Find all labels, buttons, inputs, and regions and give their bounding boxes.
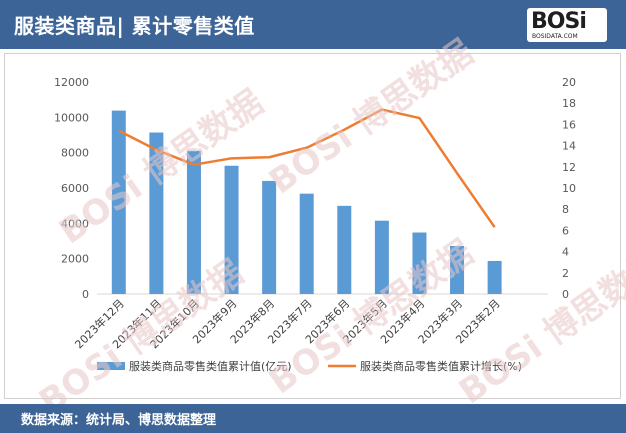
y-right-tick-label: 14 (562, 140, 576, 153)
y-left-tick-label: 8000 (61, 147, 89, 160)
y-left-tick-label: 2000 (61, 253, 89, 266)
y-right-tick-label: 16 (562, 118, 576, 131)
data-source-note: 数据来源：统计局、博思数据整理 (21, 413, 217, 428)
y-right-tick-label: 4 (562, 246, 569, 259)
y-left-tick-label: 6000 (61, 182, 89, 195)
footer-bar: 数据来源：统计局、博思数据整理 (0, 404, 626, 433)
y-right-tick-label: 2 (562, 267, 569, 280)
bar (450, 245, 465, 294)
bar (412, 232, 427, 294)
logo-subtext: BOSIDATA.COM (532, 33, 578, 40)
bar (337, 205, 352, 294)
bar (186, 150, 201, 294)
bar (111, 110, 126, 294)
y-right-tick-label: 18 (562, 97, 576, 110)
y-left-tick-label: 12000 (54, 76, 89, 89)
y-left-tick-label: 4000 (61, 217, 89, 230)
brand-logo: BOSi BOSIDATA.COM (527, 8, 607, 42)
y-left-tick-label: 0 (82, 288, 89, 301)
y-right-tick-label: 0 (562, 288, 569, 301)
page-title: 服装类商品| 累计零售类值 (14, 14, 255, 38)
y-left-tick-label: 10000 (54, 111, 89, 124)
bar (149, 132, 164, 294)
bar (224, 165, 239, 294)
bar (374, 220, 389, 294)
legend-bar-label: 服装类商品零售类值累计值(亿元) (129, 359, 292, 373)
header-bar: 服装类商品| 累计零售类值 BOSi BOSIDATA.COM (0, 0, 626, 49)
y-right-tick-label: 8 (562, 203, 569, 216)
legend-line-label: 服装类商品零售类值累计增长(%) (360, 359, 522, 373)
bar (299, 193, 314, 294)
logo-text: BOSi (531, 9, 587, 34)
chart-panel: 0 2000 4000 6000 8000 10000 12000 0 2 4 6 8 10 12 14 16… (4, 53, 621, 399)
y-right-tick-label: 12 (562, 161, 576, 174)
y-right-tick-label: 6 (562, 224, 569, 237)
combo-chart: 0 2000 4000 6000 8000 10000 12000 0 2 4 6 8 10 12 14 16… (54, 76, 576, 373)
bar (262, 180, 277, 294)
y-right-tick-label: 20 (562, 76, 576, 89)
bar (487, 260, 502, 294)
y-right-tick-label: 10 (562, 182, 576, 195)
legend-bar-swatch (97, 362, 125, 370)
